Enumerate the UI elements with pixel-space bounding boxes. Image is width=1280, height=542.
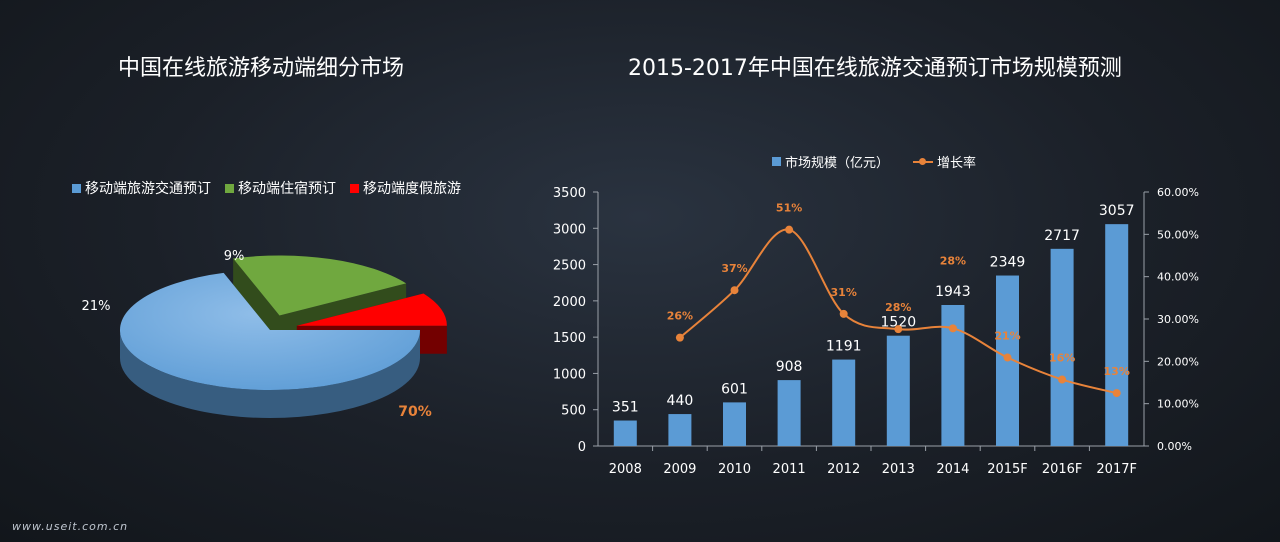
line-legend-item: 增长率	[913, 152, 976, 171]
bar	[1050, 248, 1074, 446]
growth-rate-point	[730, 286, 739, 295]
x-tick-label: 2009	[663, 462, 696, 477]
y-tick-label: 2000	[553, 295, 586, 310]
bar	[777, 380, 801, 446]
x-tick-label: 2017F	[1096, 462, 1137, 477]
x-tick-label: 2010	[718, 462, 751, 477]
bar	[832, 359, 856, 446]
bar	[668, 414, 692, 446]
legend-swatch	[772, 157, 781, 166]
x-tick-label: 2012	[827, 462, 860, 477]
pie-data-label: 70%	[398, 404, 432, 420]
pie-slice-side	[233, 258, 280, 344]
growth-rate-point	[785, 225, 794, 234]
pie-legend-item: 移动端住宿预订	[225, 178, 336, 198]
growth-rate-label: 26%	[667, 310, 693, 323]
watermark: www.useit.com.cn	[12, 520, 129, 533]
bar-data-label: 440	[667, 393, 694, 409]
pie-legend-label: 移动端旅游交通预订	[85, 181, 211, 197]
y-tick-label: 3500	[553, 186, 586, 201]
y-tick-label: 3000	[553, 222, 586, 237]
bar	[613, 420, 637, 446]
bar-data-label: 601	[721, 381, 748, 397]
growth-rate-label: 31%	[831, 286, 857, 299]
growth-rate-point	[894, 325, 903, 334]
pie-data-label: 21%	[82, 299, 111, 314]
bar-data-label: 2717	[1044, 228, 1080, 244]
y2-tick-label: 40.00%	[1157, 271, 1199, 284]
y-tick-label: 2500	[553, 259, 586, 274]
pie-legend-label: 移动端住宿预订	[238, 181, 336, 197]
growth-rate-label: 51%	[776, 202, 802, 215]
growth-rate-label: 28%	[940, 254, 966, 267]
x-tick-label: 2008	[609, 462, 642, 477]
y-tick-label: 0	[578, 440, 586, 455]
growth-rate-point	[1112, 389, 1121, 398]
growth-rate-label: 37%	[721, 262, 747, 275]
pie-slice-edge	[120, 330, 420, 418]
x-tick-label: 2014	[936, 462, 969, 477]
bar-data-label: 1191	[826, 339, 862, 355]
bar	[886, 335, 910, 446]
legend-swatch	[72, 183, 81, 193]
pie-legend-label: 移动端度假旅游	[363, 181, 461, 197]
x-tick-label: 2013	[882, 462, 915, 477]
bar-legend-label: 市场规模（亿元）	[785, 156, 890, 171]
growth-rate-point	[839, 309, 848, 318]
bar-chart-legend: 市场规模（亿元） 增长率	[772, 152, 976, 171]
x-tick-label: 2015F	[987, 462, 1028, 477]
growth-rate-point	[1058, 375, 1067, 384]
pie-data-label: 9%	[224, 249, 245, 264]
y-tick-label: 500	[561, 404, 586, 419]
bar	[941, 304, 965, 446]
legend-swatch	[225, 183, 234, 193]
y-tick-label: 1000	[553, 367, 586, 382]
growth-rate-label: 13%	[1104, 365, 1130, 378]
growth-rate-point	[1003, 353, 1012, 362]
bar-data-label: 908	[776, 359, 803, 375]
line-legend-label: 增长率	[937, 156, 977, 171]
growth-rate-label: 28%	[885, 301, 911, 314]
pie-legend: 移动端旅游交通预订 移动端住宿预订 移动端度假旅游	[72, 178, 461, 198]
y-tick-label: 1500	[553, 331, 586, 346]
x-tick-label: 2011	[773, 462, 806, 477]
legend-line-swatch	[913, 157, 934, 166]
growth-rate-label: 16%	[1049, 352, 1075, 365]
y2-tick-label: 20.00%	[1157, 355, 1199, 368]
y2-tick-label: 10.00%	[1157, 398, 1199, 411]
pie-chart-title: 中国在线旅游移动端细分市场	[118, 56, 405, 81]
pie-slice	[233, 255, 407, 316]
y2-tick-label: 60.00%	[1157, 186, 1199, 199]
legend-swatch	[350, 183, 359, 193]
bar-data-label: 351	[612, 400, 639, 416]
x-tick-label: 2016F	[1042, 462, 1083, 477]
bar-data-label: 1520	[880, 315, 916, 331]
y2-tick-label: 50.00%	[1157, 228, 1199, 241]
pie-legend-item: 移动端度假旅游	[350, 178, 461, 198]
bar-chart-title: 2015-2017年中国在线旅游交通预订市场规模预测	[628, 56, 1122, 81]
bar	[723, 402, 746, 446]
bar-data-label: 3057	[1099, 203, 1135, 219]
bar-data-label: 2349	[990, 255, 1026, 271]
pie-legend-item: 移动端旅游交通预订	[72, 178, 211, 198]
bar	[1105, 224, 1129, 446]
bar-legend-item: 市场规模（亿元）	[772, 152, 889, 171]
bar-data-label: 1943	[935, 284, 971, 300]
growth-rate-line	[679, 228, 1117, 395]
growth-rate-point	[675, 333, 684, 342]
y2-tick-label: 30.00%	[1157, 313, 1199, 326]
growth-rate-label: 21%	[994, 330, 1020, 343]
growth-rate-point	[948, 324, 957, 333]
pie-slice	[296, 293, 447, 326]
pie-slice	[120, 272, 421, 391]
y2-tick-label: 0.00%	[1157, 440, 1192, 453]
